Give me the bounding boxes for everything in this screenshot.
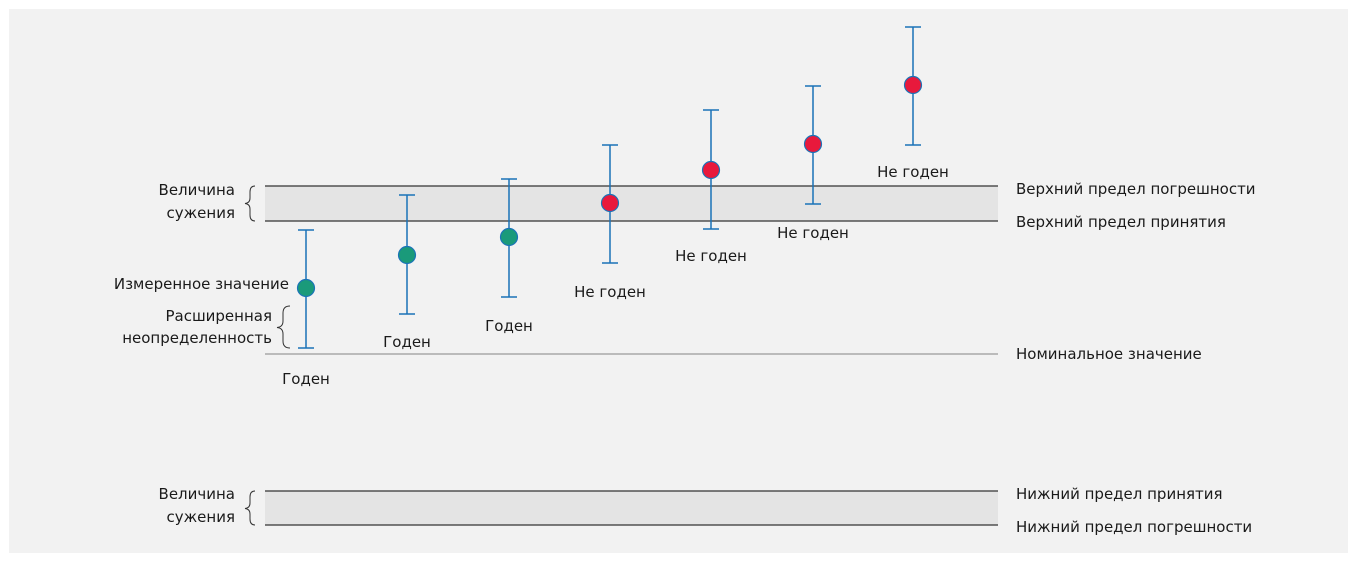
upper-acceptance-limit-label: Верхний предел принятия: [1016, 213, 1226, 231]
lower-guard-band-label: Величина сужения: [159, 485, 235, 526]
measurement-3: Годен: [485, 178, 533, 335]
measured-value-dot: [803, 134, 823, 154]
measured-value-dot: [701, 160, 721, 180]
upper-guard-band-brace: [244, 185, 256, 222]
measurement-2: Годен: [383, 194, 431, 351]
measurement-4: Не годен: [574, 144, 646, 301]
measured-value-dot: [600, 193, 620, 213]
lower-guard-band-brace: [244, 490, 256, 526]
measured-value-dot: [903, 75, 923, 95]
measured-value-dot: [397, 245, 417, 265]
verdict-label: Годен: [282, 370, 330, 388]
verdict-label: Не годен: [877, 163, 949, 181]
diagram-background: [9, 9, 1348, 553]
upper-guard-band: [265, 186, 998, 221]
lower-acceptance-limit-label: Нижний предел принятия: [1016, 485, 1223, 503]
measurement-6: Не годен: [777, 85, 849, 242]
verdict-label: Не годен: [777, 224, 849, 242]
measurements-group: Годен Годен Годен Не годен Не годен Не годен Н…: [282, 26, 949, 388]
expanded-uncertainty-brace: [276, 305, 291, 349]
measured-value-dot: [499, 227, 519, 247]
verdict-label: Не годен: [675, 247, 747, 265]
expanded-uncertainty-label: Расширенная неопределенность: [122, 307, 272, 347]
upper-error-limit-label: Верхний предел погрешности: [1016, 180, 1256, 198]
measured-value-label: Измеренное значение: [114, 275, 289, 293]
nominal-value-label: Номинальное значение: [1016, 345, 1202, 363]
verdict-label: Годен: [383, 333, 431, 351]
measurement-5: Не годен: [675, 109, 747, 265]
lower-error-limit-label: Нижний предел погрешности: [1016, 518, 1252, 536]
lower-guard-band: [265, 491, 998, 525]
measured-value-dot: [296, 278, 316, 298]
verdict-label: Не годен: [574, 283, 646, 301]
measurement-7: Не годен: [877, 26, 949, 181]
upper-guard-band-label: Величина сужения: [159, 181, 235, 222]
verdict-label: Годен: [485, 317, 533, 335]
measurement-1: Годен: [282, 229, 330, 388]
